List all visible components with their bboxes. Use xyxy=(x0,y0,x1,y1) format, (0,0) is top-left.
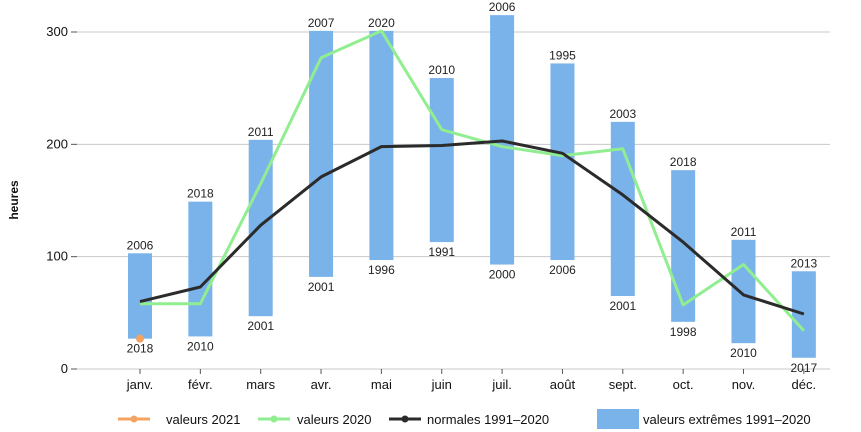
legend-marker-normales xyxy=(401,415,409,423)
max-year-label-0: 2006 xyxy=(127,238,154,252)
legend-label-2020: valeurs 2020 xyxy=(297,412,371,427)
min-year-label-3: 2001 xyxy=(308,280,335,294)
legend: valeurs 2021 valeurs 2020 normales 1991–… xyxy=(118,409,811,429)
y-axis-label: heures xyxy=(7,180,21,220)
bar-1 xyxy=(188,201,213,337)
max-year-label-6: 2006 xyxy=(489,0,516,14)
min-year-label-8: 2001 xyxy=(609,299,636,313)
extreme-bars xyxy=(128,15,816,358)
series-point-0 xyxy=(136,334,144,343)
min-year-label-11: 2017 xyxy=(790,361,817,375)
bar-3 xyxy=(309,30,334,277)
min-year-label-5: 1991 xyxy=(428,245,455,259)
series-line-1 xyxy=(140,29,806,332)
max-year-label-7: 1995 xyxy=(549,48,576,62)
legend-item-2021: valeurs 2021 xyxy=(118,412,240,427)
x-tick-label-11: déc. xyxy=(792,377,817,392)
x-tick-label-2: mars xyxy=(246,377,275,392)
max-year-label-5: 2010 xyxy=(428,63,455,77)
legend-marker-2021 xyxy=(130,415,138,423)
max-year-label-9: 2018 xyxy=(670,155,697,169)
x-tick-label-9: oct. xyxy=(673,377,694,392)
min-year-label-4: 1996 xyxy=(368,263,395,277)
x-tick-label-0: janv. xyxy=(126,377,154,392)
x-tick-label-1: févr. xyxy=(188,377,213,392)
legend-item-2020: valeurs 2020 xyxy=(258,412,371,427)
x-tick-label-8: sept. xyxy=(609,377,637,392)
max-year-label-3: 2007 xyxy=(308,16,335,30)
legend-label-2021: valeurs 2021 xyxy=(166,412,240,427)
min-year-label-0: 2018 xyxy=(127,342,154,356)
max-year-label-1: 2018 xyxy=(187,187,214,201)
min-year-label-10: 2010 xyxy=(730,346,757,360)
series-line-2 xyxy=(139,139,805,316)
y-tick-label-0: 0 xyxy=(61,361,68,376)
max-year-label-8: 2003 xyxy=(609,107,636,121)
min-year-label-6: 2000 xyxy=(489,268,516,282)
max-year-label-10: 2011 xyxy=(731,225,757,239)
min-year-label-1: 2010 xyxy=(187,339,214,353)
bar-5 xyxy=(429,78,454,243)
legend-label-extremes: valeurs extrêmes 1991–2020 xyxy=(643,412,811,427)
x-tick-label-6: juil. xyxy=(491,377,512,392)
min-year-label-2: 2001 xyxy=(247,319,274,333)
x-tick-label-4: mai xyxy=(371,377,392,392)
y-tick-label-200: 200 xyxy=(46,136,68,151)
bar-7 xyxy=(550,63,575,261)
x-axis: janv. févr. mars avr. mai juin juil. août sept. o… xyxy=(126,369,816,392)
legend-marker-2020 xyxy=(270,415,278,423)
legend-label-normales: normales 1991–2020 xyxy=(427,412,549,427)
legend-item-extremes: valeurs extrêmes 1991–2020 xyxy=(597,409,811,429)
x-tick-label-5: juin xyxy=(431,377,452,392)
legend-swatch-extremes xyxy=(597,409,639,429)
bar-11 xyxy=(791,271,816,358)
max-year-label-2: 2011 xyxy=(248,125,274,139)
max-year-label-4: 2020 xyxy=(368,16,395,30)
min-year-label-9: 1998 xyxy=(670,325,697,339)
min-year-label-7: 2006 xyxy=(549,263,576,277)
x-tick-label-10: nov. xyxy=(732,377,756,392)
y-tick-label-300: 300 xyxy=(46,24,68,39)
legend-item-normales: normales 1991–2020 xyxy=(389,412,549,427)
y-axis: 0 100 200 300 xyxy=(46,24,77,376)
x-tick-label-3: avr. xyxy=(311,377,332,392)
x-tick-label-7: août xyxy=(550,377,576,392)
max-year-label-11: 2013 xyxy=(790,256,817,270)
bar-10 xyxy=(731,239,756,344)
bar-9 xyxy=(671,170,696,322)
series-lines xyxy=(136,29,806,343)
year-labels: 2006 2018 2018 2010 2011 2001 2007 2001 2020 1996… xyxy=(127,0,818,375)
y-tick-label-100: 100 xyxy=(46,249,68,264)
bar-0 xyxy=(128,253,152,339)
